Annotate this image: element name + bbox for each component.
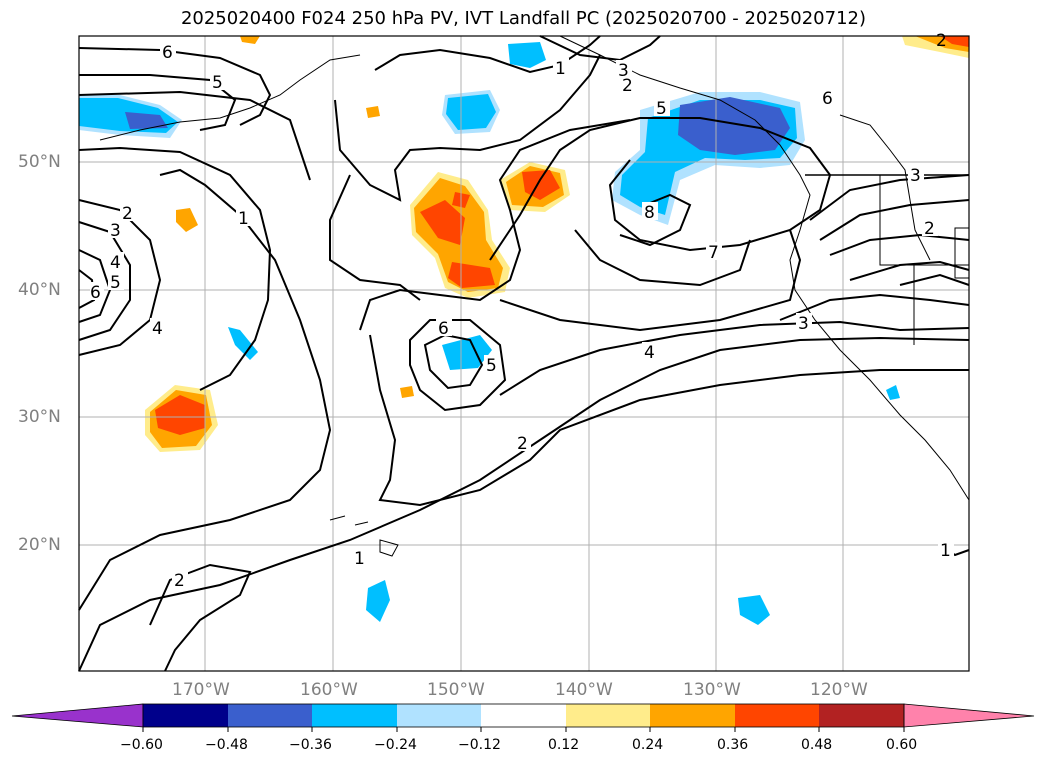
contour-label: 1 [354,549,365,569]
contour-label: 3 [618,61,629,81]
contour-label: 5 [110,273,121,293]
contour-label-group: 6 5 1 2 3 4 5 6 2 3 5 6 4 1 2 1 2 6 5 8 … [90,31,954,591]
lon-label-170w: 170°W [172,680,230,700]
contour-label: 1 [238,209,249,229]
colorbar-tick: −0.60 [120,737,163,753]
lat-label-20n: 20°N [18,535,61,555]
lat-label-30n: 30°N [18,407,61,427]
contour-label: 2 [936,31,947,51]
lon-label-160w: 160°W [300,680,358,700]
lon-label-130w: 130°W [683,680,741,700]
map-background [79,36,969,671]
colorbar-tick: −0.48 [205,737,248,753]
lon-label-140w: 140°W [555,680,613,700]
contour-label: 2 [622,76,633,96]
colorbar-tick: 0.12 [548,737,580,753]
shaded-anomalies [79,36,969,625]
colorbar-over-arrow [903,703,1035,728]
colorbar-tick: 0.48 [801,737,833,753]
contour-label: 8 [644,203,655,223]
colorbar-tick: −0.36 [289,737,332,753]
lat-label-50n: 50°N [18,152,61,172]
contour-label: 5 [486,356,497,376]
contour-lines [78,35,970,672]
contour-label: 3 [798,314,809,334]
colorbar-tick: −0.24 [374,737,417,753]
contour-label: 6 [822,89,833,109]
contour-label: 2 [517,434,528,454]
colorbar [11,703,1035,732]
contour-label: 5 [656,99,667,119]
lon-label-120w: 120°W [810,680,868,700]
contour-label: 1 [555,59,566,79]
colorbar-tick: 0.60 [886,737,918,753]
colorbar-tick: −0.12 [458,737,501,753]
contour-label: 3 [910,166,921,186]
contour-label: 2 [174,571,185,591]
contour-label: 6 [438,319,449,339]
colorbar-tick: 0.36 [717,737,749,753]
contour-label: 4 [152,319,163,339]
colorbar-tick: 0.24 [632,737,664,753]
lon-label-150w: 150°W [427,680,485,700]
contour-label: 3 [110,221,121,241]
contour-label: 5 [212,73,223,93]
contour-label: 7 [708,243,719,263]
map-frame [78,35,970,672]
contour-label: 2 [122,204,133,224]
coastlines [99,35,970,557]
colorbar-under-arrow [11,703,144,728]
contour-label: 4 [110,253,121,273]
contour-label: 4 [644,343,655,363]
map-title: 2025020400 F024 250 hPa PV, IVT Landfall… [180,8,867,29]
contour-label: 2 [924,219,935,239]
contour-label: 6 [90,283,101,303]
contour-label: 1 [940,541,951,561]
contour-label: 6 [162,43,173,63]
lat-label-40n: 40°N [18,280,61,300]
